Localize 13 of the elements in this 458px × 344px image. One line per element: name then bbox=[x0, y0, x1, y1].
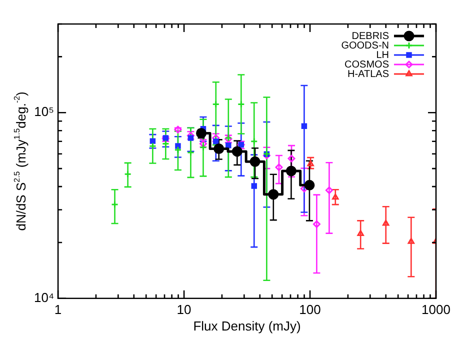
x-axis-title: Flux Density (mJy) bbox=[193, 318, 301, 334]
legend-label: GOODS-N bbox=[341, 40, 389, 52]
legend-label: H-ATLAS bbox=[348, 68, 390, 80]
x-tick-label: 100 bbox=[299, 302, 321, 317]
y-tick-label: 10⁴ bbox=[34, 290, 54, 305]
y-axis-title: dN/dS S2.5 (mJy1.5deg.-2) bbox=[12, 92, 29, 231]
legend-label: LH bbox=[376, 50, 389, 61]
x-tick-label: 1000 bbox=[422, 302, 450, 317]
legend-label: COSMOS bbox=[344, 59, 390, 70]
x-tick-label: 1 bbox=[54, 302, 62, 317]
x-tick-label: 10 bbox=[176, 302, 192, 317]
legend-label: DEBRIS bbox=[352, 30, 390, 42]
y-tick-label: 10⁵ bbox=[34, 104, 54, 120]
